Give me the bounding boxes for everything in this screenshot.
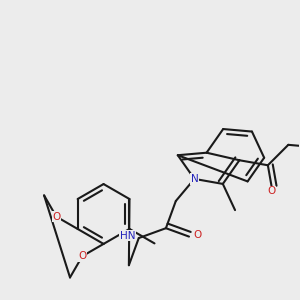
Text: O: O (268, 186, 276, 196)
Text: O: O (194, 230, 202, 240)
Text: N: N (190, 174, 198, 184)
Text: O: O (52, 212, 61, 222)
Text: O: O (78, 251, 86, 261)
Text: HN: HN (120, 231, 135, 241)
